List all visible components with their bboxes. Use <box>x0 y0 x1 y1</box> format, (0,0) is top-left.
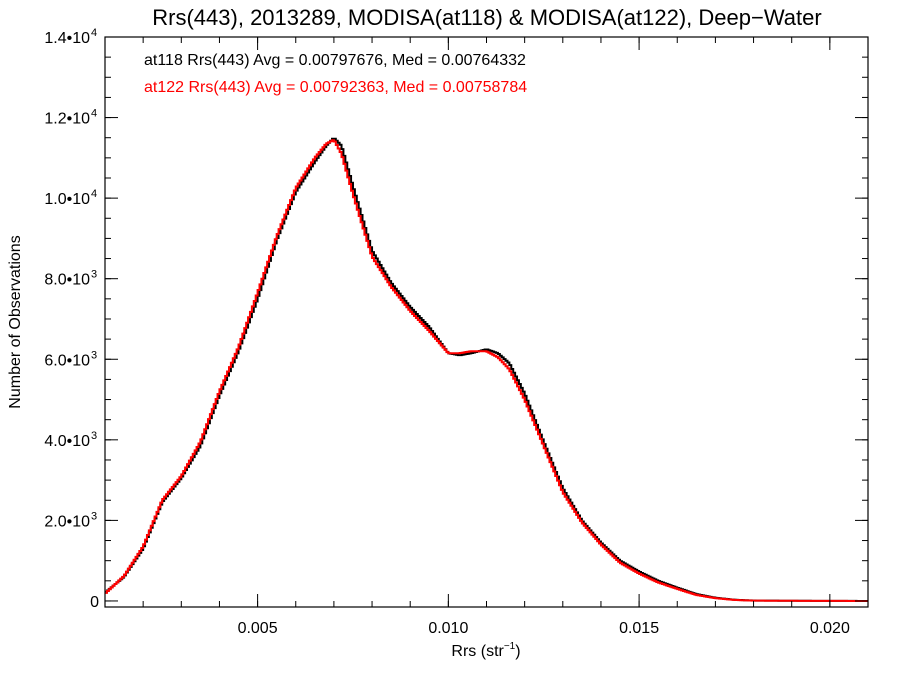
y-tick-label: 1.4•10 <box>44 30 90 47</box>
y-tick-label-exponent: 4 <box>91 188 97 200</box>
x-axis-ticks: 0.005 0.010 0.015 0.020 <box>142 37 850 637</box>
y-tick-label-exponent: 3 <box>91 349 97 361</box>
y-tick-label: 4.0•10 <box>44 433 90 450</box>
y-tick-label: 8.0•10 <box>44 272 90 289</box>
y-tick-label: 1.0•10 <box>44 191 90 208</box>
y-axis-ticks: 02.0•10 34.0•10 36.0•10 38.0•10 31.0•10 41.2•… <box>44 27 868 611</box>
plot-area: 0.005 0.010 0.015 0.020 02.0•10 34.0•10 36.0•… <box>44 27 869 637</box>
y-tick-label-exponent: 3 <box>91 430 97 442</box>
x-tick-label: 0.010 <box>428 620 468 637</box>
x-axis-label: Rrs (str−1) <box>451 641 520 660</box>
y-tick-label: 6.0•10 <box>44 352 90 369</box>
y-tick-label-exponent: 3 <box>91 510 97 522</box>
y-axis-label: Number of Observations <box>7 235 24 408</box>
series-0-line <box>105 137 868 602</box>
series-1-line <box>105 139 868 602</box>
x-tick-label: 0.015 <box>619 620 659 637</box>
x-tick-label: 0.005 <box>238 620 278 637</box>
annotation-at122: at122 Rrs(443) Avg = 0.00792363, Med = 0… <box>144 79 527 96</box>
y-tick-label: 2.0•10 <box>44 513 90 530</box>
y-tick-label: 1.2•10 <box>44 111 90 128</box>
x-tick-label: 0.020 <box>810 620 850 637</box>
x-axis-label-suffix: ) <box>515 643 520 660</box>
chart-title: Rrs(443), 2013289, MODISA(at118) & MODIS… <box>152 5 821 30</box>
plot-frame <box>104 36 869 608</box>
y-tick-label-exponent: 4 <box>91 108 97 120</box>
x-axis-label-text: Rrs (str <box>451 643 504 660</box>
annotation-at118: at118 Rrs(443) Avg = 0.00797676, Med = 0… <box>144 52 526 69</box>
y-tick-label-exponent: 4 <box>91 27 97 39</box>
series-layer <box>105 137 868 602</box>
y-tick-label-exponent: 3 <box>91 269 97 281</box>
y-tick-label: 0 <box>90 594 99 611</box>
x-axis-label-sup: −1 <box>504 641 516 652</box>
